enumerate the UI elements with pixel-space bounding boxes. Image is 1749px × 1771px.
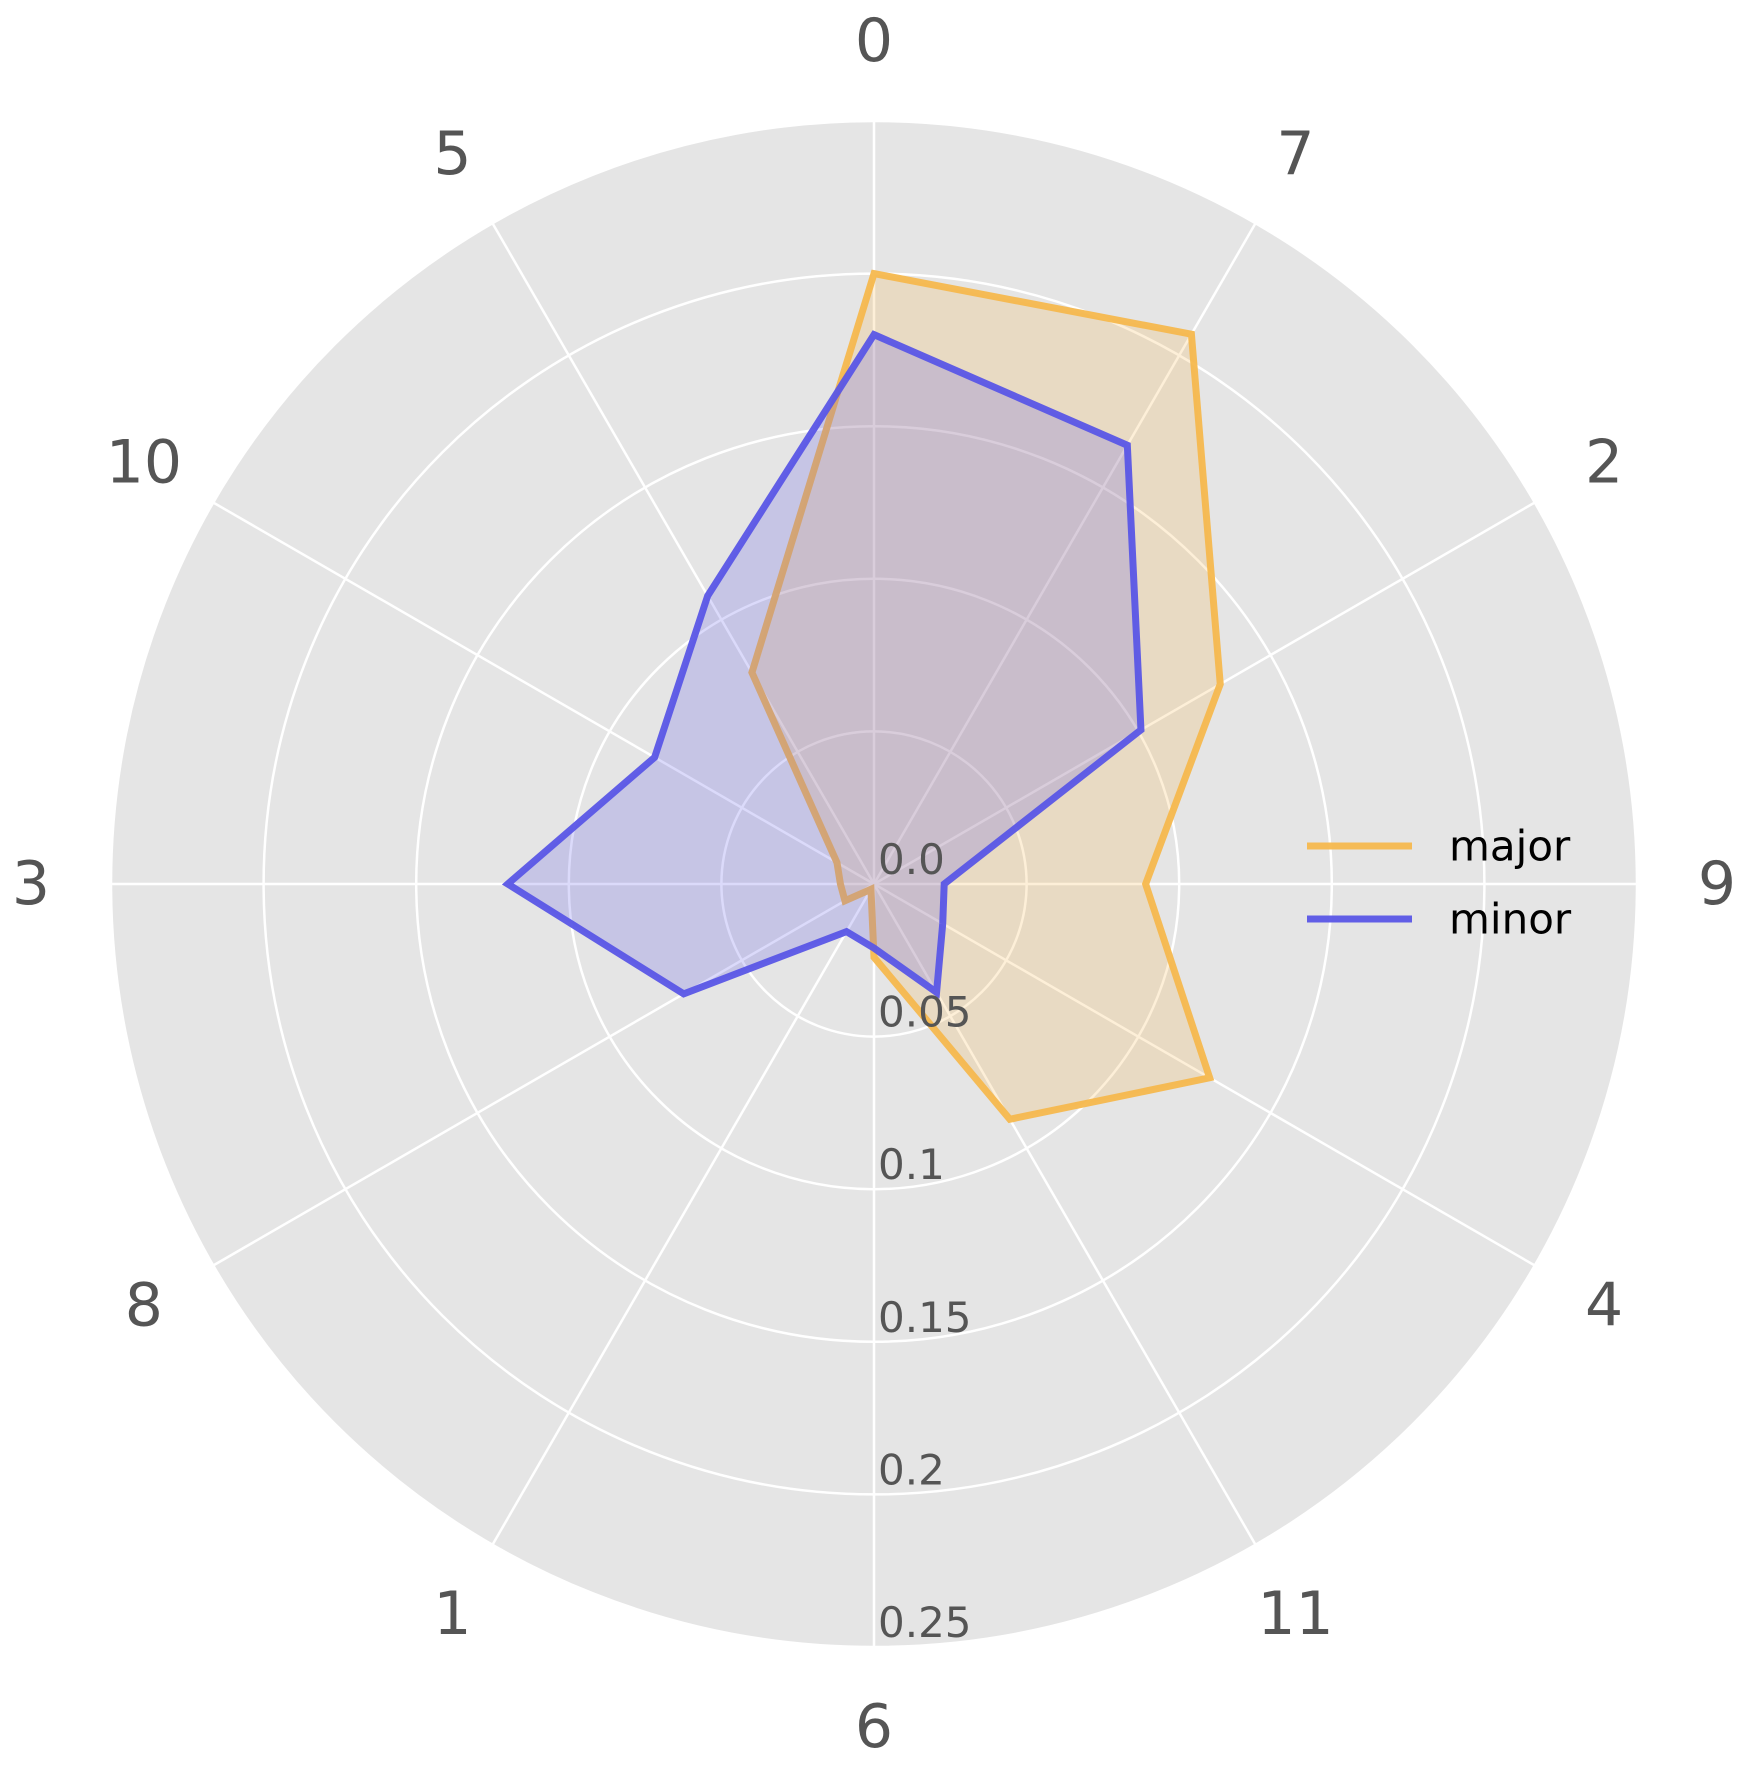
- series-line-major: [748, 269, 1224, 1124]
- radial-tick-label: 0.25: [878, 1598, 972, 1647]
- grid-spoke: [491, 883, 876, 1546]
- radial-tick-labels: 0.0 0.05 0.1 0.15 0.2 0.25: [878, 835, 972, 1647]
- radial-tick-label: 0.05: [878, 988, 972, 1037]
- series-area-major: [751, 273, 1221, 1120]
- category-label: 1: [433, 1579, 471, 1649]
- category-label: 5: [433, 119, 471, 189]
- legend-label-major: major: [1449, 822, 1571, 871]
- grid-spoke: [491, 222, 876, 885]
- grid-spoke: [212, 882, 875, 1267]
- category-label: 11: [1257, 1579, 1333, 1649]
- grid-spoke: [873, 882, 1536, 1267]
- legend-label-minor: minor: [1449, 895, 1572, 944]
- grid-spoke: [212, 501, 875, 886]
- series-area-minor: [507, 334, 1141, 994]
- radial-tick-label: 0.15: [878, 1293, 972, 1342]
- legend: major minor: [1307, 822, 1572, 944]
- radial-tick-label: 0.1: [878, 1140, 945, 1189]
- category-label: 6: [855, 1692, 893, 1762]
- radial-tick-label: 0.2: [878, 1445, 945, 1494]
- category-label: 7: [1276, 119, 1314, 189]
- category-label: 4: [1585, 1271, 1623, 1341]
- category-label: 3: [12, 849, 50, 919]
- category-label: 2: [1585, 428, 1623, 498]
- series-layer: [501, 269, 1224, 1124]
- category-label: 9: [1698, 849, 1736, 919]
- category-label: 10: [106, 428, 182, 498]
- radial-tick-label: 0.0: [878, 835, 945, 884]
- category-label: 0: [855, 6, 893, 76]
- series-line-minor: [501, 330, 1145, 999]
- category-labels: 0 7 2 9 4 11 6 1 8 3 10 5: [12, 6, 1736, 1762]
- grid-spoke: [873, 501, 1536, 886]
- category-label: 8: [125, 1271, 163, 1341]
